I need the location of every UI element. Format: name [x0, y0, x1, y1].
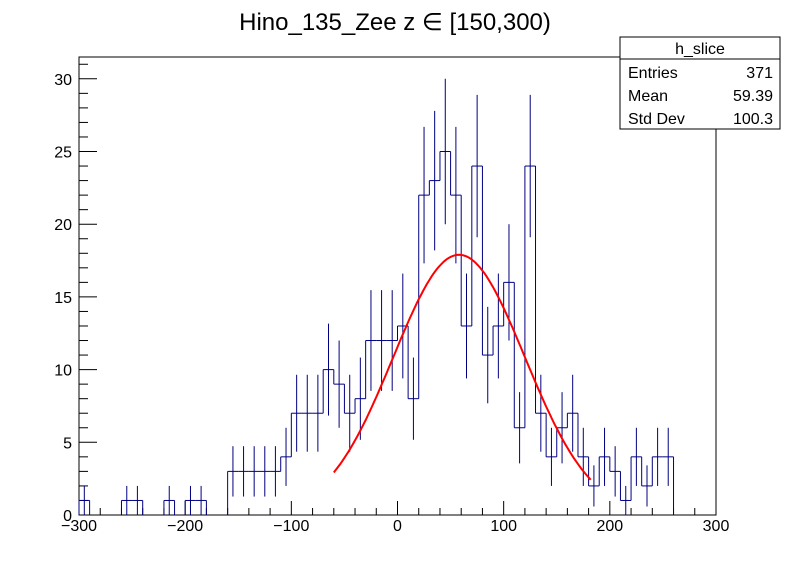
stats-value-entries: 371	[746, 65, 773, 82]
y-tick-label: 20	[54, 217, 72, 234]
x-tick-labels: −300 −200 −100 0 100 200 300	[61, 518, 729, 535]
gaussian-fit-line	[333, 253, 592, 481]
y-tick-label: 5	[63, 435, 72, 452]
y-tick-label: 10	[54, 363, 72, 380]
x-tick-label: 200	[596, 518, 623, 535]
y-tick-label: 15	[54, 290, 72, 307]
y-tick-label: 25	[54, 145, 72, 162]
axis-ticks	[78, 63, 717, 516]
fit-curve	[333, 253, 592, 481]
error-bars	[83, 78, 669, 515]
y-tick-label: 0	[63, 508, 72, 525]
stats-label-entries: Entries	[628, 65, 678, 82]
stats-value-std-dev: 100.3	[733, 111, 773, 128]
x-tick-label: 100	[490, 518, 517, 535]
stats-label-std-dev: Std Dev	[628, 111, 685, 128]
x-tick-label: −200	[167, 518, 203, 535]
x-tick-label: 300	[703, 518, 730, 535]
stats-value-mean: 59.39	[733, 88, 773, 105]
y-tick-labels: 0 5 10 15 20 25 30	[54, 72, 72, 525]
chart-title: Hino_135_Zee z ∈ [150,300)	[239, 9, 551, 36]
x-tick-label: −100	[273, 518, 309, 535]
y-tick-label: 30	[54, 72, 72, 89]
x-tick-label: 0	[393, 518, 402, 535]
stats-box-frame	[619, 36, 781, 130]
stats-label-mean: Mean	[628, 88, 668, 105]
stats-box: h_slice Entries 371 Mean 59.39 Std Dev 1…	[619, 36, 781, 130]
x-tick-label: −300	[61, 518, 97, 535]
stats-box-title: h_slice	[675, 41, 725, 58]
histogram-bins	[78, 151, 675, 515]
